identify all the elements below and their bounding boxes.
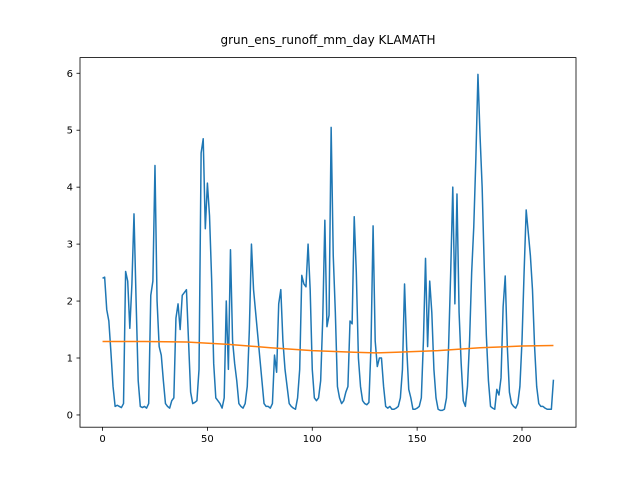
- y-tick-label: 6: [67, 69, 73, 80]
- y-tick-label: 5: [67, 126, 73, 137]
- y-tick-label: 4: [67, 183, 73, 194]
- axes-frame: [79, 57, 577, 428]
- y-tick-label: 1: [67, 354, 73, 365]
- x-tick-label: 100: [303, 434, 322, 445]
- y-tick-label: 0: [67, 410, 73, 421]
- x-tick-label: 0: [99, 434, 105, 445]
- data-line: [102, 73, 555, 412]
- x-tick-label: 200: [512, 434, 531, 445]
- x-tick-label: 50: [201, 434, 214, 445]
- y-tick-label: 2: [67, 297, 73, 308]
- x-tick-label: 150: [408, 434, 427, 445]
- y-tick-label: 3: [67, 240, 73, 251]
- chart-title: grun_ens_runoff_mm_day KLAMATH: [220, 33, 435, 47]
- data-line: [102, 340, 554, 354]
